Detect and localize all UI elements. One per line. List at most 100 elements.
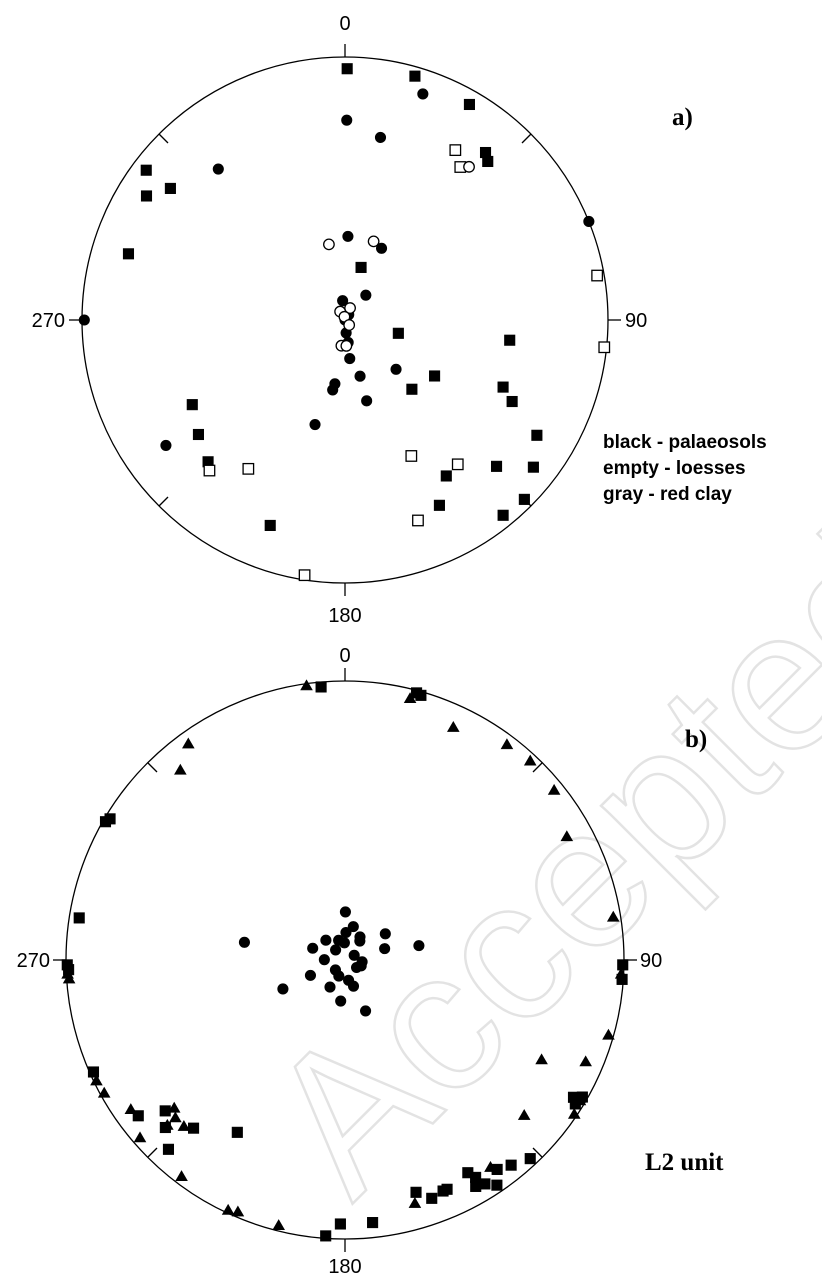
filled-triangle-point bbox=[300, 679, 313, 691]
panel-b: 0 90 180 270 b) L2 unit bbox=[17, 645, 725, 1278]
filled-circle-point bbox=[309, 418, 321, 431]
filled-circle-point bbox=[354, 370, 366, 382]
panel-a: 0 90 180 270 a) black - palaeosols empty… bbox=[32, 13, 767, 627]
filled-circle-point bbox=[324, 981, 336, 993]
filled-circle-point bbox=[583, 215, 595, 228]
filled-square-point bbox=[531, 429, 543, 441]
filled-triangle-point bbox=[484, 1160, 497, 1172]
filled-square-point bbox=[518, 493, 530, 505]
open-square-point bbox=[405, 450, 418, 462]
open-square-point bbox=[451, 458, 464, 471]
filled-triangle-point bbox=[90, 1074, 103, 1086]
filled-circle-point bbox=[347, 980, 360, 992]
watermark-text: Accepted Manu bbox=[225, 94, 822, 1234]
filled-square-point bbox=[524, 1153, 536, 1165]
filled-triangle-point bbox=[560, 830, 574, 842]
filled-circle-point bbox=[340, 926, 352, 939]
open-square-point bbox=[449, 144, 462, 157]
filled-square-point bbox=[140, 190, 153, 202]
filled-triangle-point bbox=[523, 754, 537, 766]
filled-square-point bbox=[264, 519, 276, 531]
filled-circle-point bbox=[320, 934, 332, 946]
filled-square-point bbox=[104, 813, 116, 825]
filled-square-point bbox=[320, 1230, 332, 1242]
filled-triangle-point bbox=[573, 1094, 587, 1106]
panel-b-label-north: 0 bbox=[339, 645, 350, 667]
panel-b-title: b) bbox=[685, 726, 707, 753]
open-square-point bbox=[591, 269, 604, 282]
filled-square-point bbox=[429, 370, 441, 382]
filled-circle-point bbox=[78, 314, 90, 326]
filled-triangle-point bbox=[231, 1205, 245, 1217]
filled-triangle-point bbox=[174, 763, 187, 775]
panel-b-tick-225 bbox=[147, 1147, 158, 1158]
filled-triangle-point bbox=[169, 1111, 182, 1123]
filled-square-point bbox=[415, 689, 427, 701]
panel-a-label-south: 180 bbox=[328, 605, 361, 627]
panel-b-unit-label: L2 unit bbox=[645, 1149, 724, 1176]
filled-square-point bbox=[617, 959, 629, 971]
filled-square-point bbox=[497, 381, 509, 393]
filled-square-point bbox=[490, 460, 503, 472]
filled-square-point bbox=[188, 1122, 200, 1134]
panel-a-label-north: 0 bbox=[339, 13, 350, 35]
filled-circle-point bbox=[341, 114, 353, 126]
filled-square-point bbox=[462, 1167, 474, 1179]
filled-triangle-point bbox=[61, 967, 74, 979]
open-square-point bbox=[203, 464, 216, 477]
filled-circle-point bbox=[307, 942, 319, 954]
filled-circle-point bbox=[304, 969, 317, 981]
filled-square-point bbox=[231, 1126, 243, 1138]
filled-circle-point bbox=[347, 921, 359, 933]
filled-square-point bbox=[122, 248, 135, 260]
filled-circle-point bbox=[337, 295, 349, 307]
filled-triangle-point bbox=[500, 738, 514, 750]
filled-square-point bbox=[504, 334, 516, 346]
panel-b-label-south: 180 bbox=[328, 1256, 361, 1278]
filled-circle-point bbox=[318, 954, 330, 966]
filled-square-point bbox=[505, 1159, 517, 1171]
open-square-point bbox=[598, 341, 611, 354]
filled-square-point bbox=[409, 70, 421, 82]
panel-b-tick-315 bbox=[147, 762, 158, 773]
filled-triangle-point bbox=[408, 1197, 422, 1208]
panel-a-tick-315 bbox=[158, 133, 169, 144]
filled-square-point bbox=[315, 681, 327, 693]
filled-square-point bbox=[192, 428, 205, 441]
filled-square-point bbox=[463, 98, 475, 111]
filled-square-point bbox=[491, 1179, 503, 1191]
filled-circle-point bbox=[330, 944, 342, 956]
filled-square-point bbox=[482, 155, 494, 168]
filled-triangle-point bbox=[272, 1219, 285, 1231]
panel-b-tick-135 bbox=[532, 1147, 543, 1158]
filled-circle-point bbox=[379, 943, 391, 955]
panel-a-tick-45 bbox=[521, 133, 532, 144]
filled-circle-point bbox=[375, 242, 388, 254]
filled-square-point bbox=[341, 63, 353, 75]
filled-square-point bbox=[433, 499, 445, 511]
filled-triangle-point bbox=[567, 1107, 581, 1119]
filled-triangle-point bbox=[161, 1118, 174, 1130]
filled-circle-point bbox=[338, 937, 350, 949]
panel-b-data-points bbox=[61, 679, 629, 1242]
open-circle-point bbox=[323, 238, 335, 251]
legend-palaeosols: black - palaeosols bbox=[603, 432, 767, 453]
panel-a-legend: black - palaeosols empty - loesses gray … bbox=[603, 432, 767, 505]
panel-a-data-points bbox=[78, 63, 611, 582]
filled-triangle-point bbox=[182, 737, 195, 749]
filled-triangle-point bbox=[175, 1170, 188, 1182]
filled-square-point bbox=[355, 261, 367, 273]
filled-square-point bbox=[140, 164, 152, 176]
filled-triangle-point bbox=[97, 1086, 111, 1098]
filled-circle-point bbox=[417, 88, 429, 100]
open-circle-point bbox=[367, 235, 380, 248]
filled-circle-point bbox=[335, 995, 347, 1007]
open-circle-point bbox=[463, 160, 475, 173]
panel-a-label-east: 90 bbox=[625, 310, 647, 332]
filled-square-point bbox=[159, 1105, 171, 1117]
filled-square-point bbox=[334, 1218, 346, 1230]
filled-circle-point bbox=[360, 1005, 372, 1017]
filled-triangle-point bbox=[124, 1103, 138, 1115]
panel-a-tick-225 bbox=[158, 496, 169, 507]
